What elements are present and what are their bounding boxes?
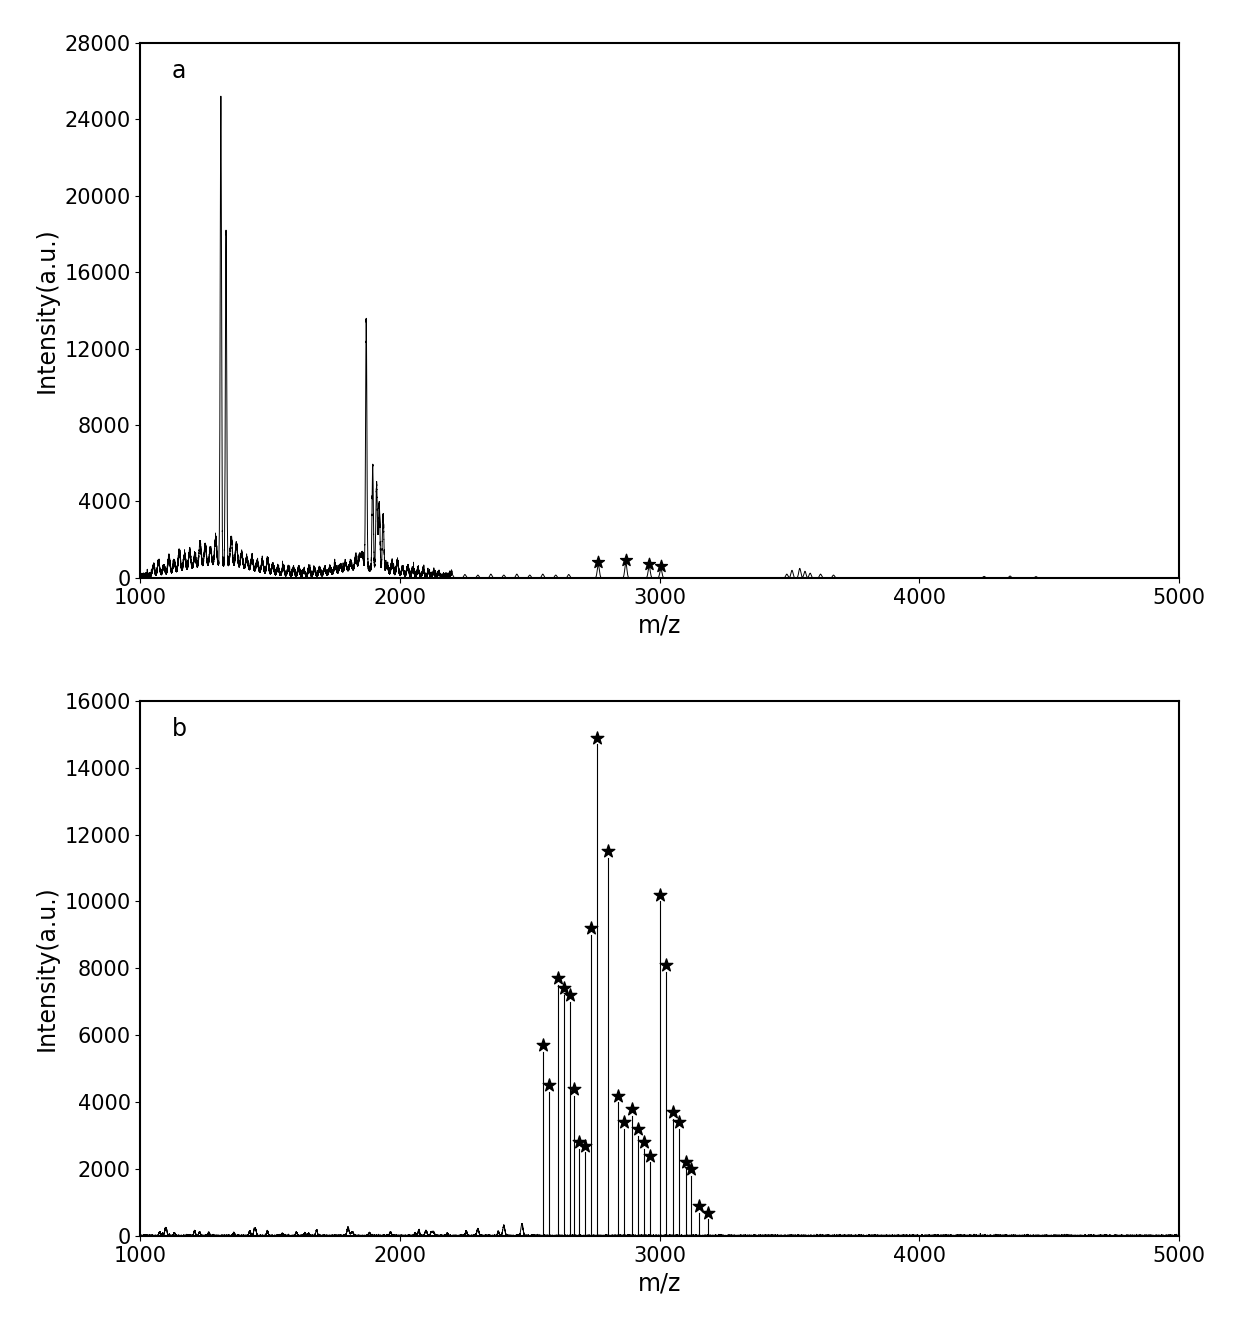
Point bbox=[698, 1202, 718, 1224]
Point bbox=[688, 1196, 708, 1217]
Point bbox=[608, 1085, 627, 1107]
Point bbox=[554, 978, 574, 999]
Point bbox=[598, 841, 618, 862]
Point bbox=[548, 968, 568, 990]
Point bbox=[616, 549, 636, 571]
Point bbox=[560, 984, 580, 1005]
Point bbox=[533, 1035, 553, 1056]
Y-axis label: Intensity(a.u.): Intensity(a.u.) bbox=[35, 886, 58, 1051]
Text: a: a bbox=[171, 59, 186, 82]
Text: b: b bbox=[171, 717, 186, 741]
Point bbox=[569, 1132, 589, 1153]
Point bbox=[640, 1145, 660, 1166]
Point bbox=[627, 1119, 647, 1140]
Point bbox=[588, 728, 608, 749]
Point bbox=[670, 1112, 689, 1133]
Point bbox=[656, 955, 676, 976]
Point bbox=[681, 1158, 701, 1180]
Point bbox=[582, 918, 601, 939]
Point bbox=[614, 1112, 634, 1133]
Point bbox=[663, 1101, 683, 1123]
X-axis label: m/z: m/z bbox=[637, 613, 681, 637]
Point bbox=[651, 556, 671, 577]
Point bbox=[589, 552, 609, 573]
X-axis label: m/z: m/z bbox=[637, 1271, 681, 1295]
Point bbox=[676, 1152, 696, 1173]
Point bbox=[564, 1079, 584, 1100]
Point bbox=[621, 1099, 641, 1120]
Point bbox=[650, 884, 670, 906]
Point bbox=[575, 1134, 595, 1156]
Point bbox=[539, 1075, 559, 1096]
Point bbox=[640, 553, 660, 575]
Y-axis label: Intensity(a.u.): Intensity(a.u.) bbox=[35, 227, 58, 394]
Point bbox=[634, 1132, 653, 1153]
